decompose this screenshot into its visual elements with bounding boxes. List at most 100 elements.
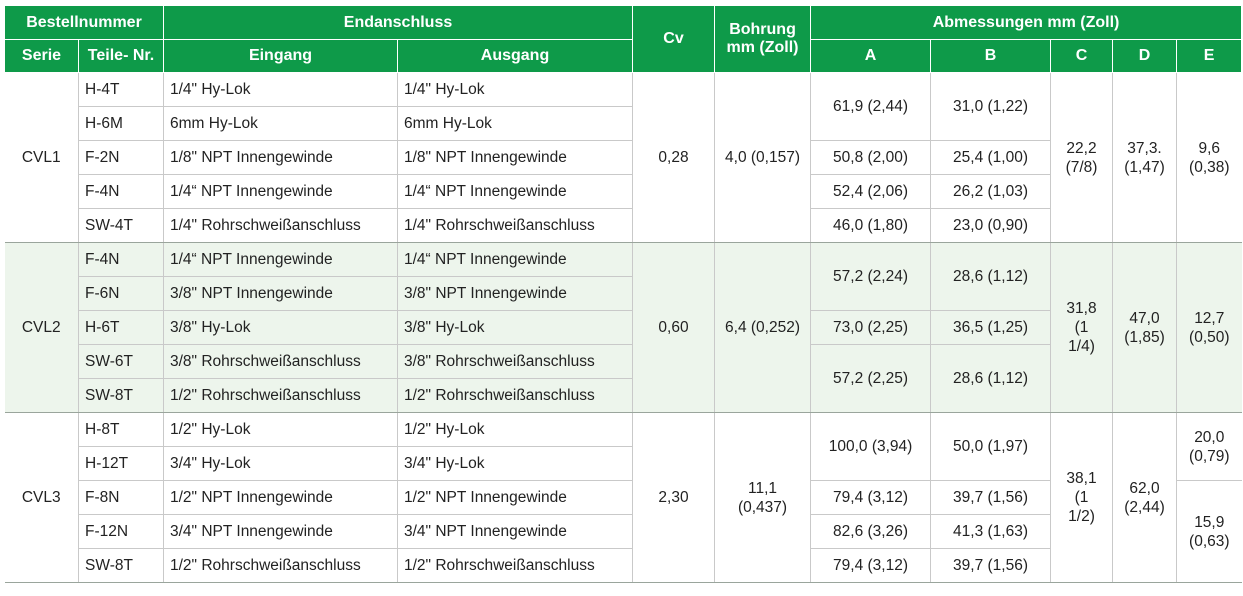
cell-a: 79,4 (3,12) (810, 548, 932, 583)
cell-eingang: 1/4" Rohrschweißanschluss (163, 208, 398, 243)
cell-ausgang: 3/4" Hy-Lok (397, 446, 634, 481)
header-eingang: Eingang (163, 39, 398, 73)
cell-ausgang: 1/4" Hy-Lok (397, 72, 634, 107)
cell-ausgang: 1/4“ NPT Innengewinde (397, 242, 634, 277)
cell-eingang: 1/2" Hy-Lok (163, 412, 398, 447)
cell-d: 62,0 (2,44) (1112, 412, 1178, 583)
table-row: SW-8T 1/2" Rohrschweißanschluss 1/2" Roh… (5, 378, 1242, 413)
table-row: SW-6T 3/8" Rohrschweißanschluss 3/8" Roh… (5, 344, 1242, 413)
cell-cv: 0,28 (632, 72, 716, 243)
cell-teil: SW-6T (78, 344, 164, 379)
cell-serie: CVL1 (4, 72, 79, 243)
cell-eingang: 6mm Hy-Lok (163, 106, 398, 141)
cell-b: 41,3 (1,63) (930, 514, 1052, 549)
cell-ausgang: 1/2" Hy-Lok (397, 412, 634, 447)
table-row: CVL3 H-8T 1/2" Hy-Lok 1/2" Hy-Lok 2,30 1… (4, 412, 1242, 583)
cell-bohrung: 11,1 (0,437) (714, 412, 812, 583)
cell-a: 50,8 (2,00) (810, 140, 932, 175)
cell-serie: CVL3 (4, 412, 79, 583)
table-row: H-6T 3/8" Hy-Lok 3/8" Hy-Lok 73,0 (2,25)… (5, 310, 1242, 345)
cell-eingang: 1/4" Hy-Lok (163, 72, 398, 107)
cell-ausgang: 1/2" Rohrschweißanschluss (397, 378, 634, 413)
cell-ausgang: 3/8" Rohrschweißanschluss (397, 344, 634, 379)
table-row: H-6M 6mm Hy-Lok 6mm Hy-Lok (5, 106, 1242, 141)
header-bohrung: Bohrung mm (Zoll) (714, 5, 812, 73)
table-row: F-4N 1/4“ NPT Innengewinde 1/4“ NPT Inne… (5, 174, 1242, 209)
header-serie: Serie (4, 39, 79, 73)
cell-teil: H-6T (78, 310, 164, 345)
header-a: A (810, 39, 932, 73)
cell-ausgang: 3/8" NPT Innengewinde (397, 276, 634, 311)
cell-teil: F-2N (78, 140, 164, 175)
cell-a: 82,6 (3,26) (810, 514, 932, 549)
cell-c: 22,2 (7/8) (1050, 72, 1114, 243)
cell-cv: 2,30 (632, 412, 716, 583)
header-d: D (1112, 39, 1178, 73)
table-row: H-12T 3/4" Hy-Lok 3/4" Hy-Lok (5, 446, 1242, 481)
cell-a: 52,4 (2,06) (810, 174, 932, 209)
cell-a: 79,4 (3,12) (810, 480, 932, 515)
cell-teil: F-12N (78, 514, 164, 549)
header-c: C (1050, 39, 1114, 73)
cell-teil: SW-8T (78, 548, 164, 583)
header-bestellnummer: Bestellnummer (4, 5, 164, 40)
cell-a: 73,0 (2,25) (810, 310, 932, 345)
cell-eingang: 3/8" Hy-Lok (163, 310, 398, 345)
cell-eingang: 3/8" Rohrschweißanschluss (163, 344, 398, 379)
cell-b: 36,5 (1,25) (930, 310, 1052, 345)
cell-c: 31,8 (1 1/4) (1050, 242, 1114, 413)
cell-ausgang: 3/4" NPT Innengewinde (397, 514, 634, 549)
table-row: CVL2 F-4N 1/4“ NPT Innengewinde 1/4“ NPT… (4, 242, 1242, 413)
cell-eingang: 3/4" NPT Innengewinde (163, 514, 398, 549)
table-row: CVL1 H-4T 1/4" Hy-Lok 1/4" Hy-Lok 0,28 4… (4, 72, 1242, 243)
cell-ausgang: 1/2" Rohrschweißanschluss (397, 548, 634, 583)
cell-b: 25,4 (1,00) (930, 140, 1052, 175)
group-cvl3: CVL3 H-8T 1/2" Hy-Lok 1/2" Hy-Lok 2,30 1… (4, 412, 1242, 583)
cell-a: 57,2 (2,25) (810, 344, 932, 413)
cell-teil: SW-8T (78, 378, 164, 413)
cell-ausgang: 1/2" NPT Innengewinde (397, 480, 634, 515)
cell-b: 31,0 (1,22) (930, 72, 1052, 141)
table-row: F-12N 3/4" NPT Innengewinde 3/4" NPT Inn… (5, 514, 1242, 549)
cell-ausgang: 1/4“ NPT Innengewinde (397, 174, 634, 209)
cell-e: 9,6 (0,38) (1176, 72, 1242, 243)
cell-e: 20,0 (0,79) (1176, 412, 1242, 481)
header-abmessungen: Abmessungen mm (Zoll) (810, 5, 1243, 40)
cell-d: 47,0 (1,85) (1112, 242, 1178, 413)
cell-b: 39,7 (1,56) (930, 480, 1052, 515)
cell-b: 23,0 (0,90) (930, 208, 1052, 243)
cell-c: 38,1 (1 1/2) (1050, 412, 1114, 583)
cell-cv: 0,60 (632, 242, 716, 413)
cell-eingang: 1/2" NPT Innengewinde (163, 480, 398, 515)
header-cv: Cv (632, 5, 716, 73)
cell-b: 26,2 (1,03) (930, 174, 1052, 209)
table-row: F-2N 1/8" NPT Innengewinde 1/8" NPT Inne… (5, 140, 1242, 175)
cell-e: 12,7 (0,50) (1176, 242, 1242, 413)
cell-teil: H-12T (78, 446, 164, 481)
cell-bohrung: 6,4 (0,252) (714, 242, 812, 413)
header-ausgang: Ausgang (396, 39, 634, 73)
cell-eingang: 1/4“ NPT Innengewinde (163, 242, 398, 277)
cell-bohrung: 4,0 (0,157) (714, 72, 812, 243)
cell-teil: F-6N (78, 276, 164, 311)
header-e: E (1176, 39, 1243, 73)
table-row: SW-8T 1/2" Rohrschweißanschluss 1/2" Roh… (5, 548, 1242, 583)
cell-a: 46,0 (1,80) (810, 208, 932, 243)
table-row: F-6N 3/8" NPT Innengewinde 3/8" NPT Inne… (5, 276, 1242, 311)
cell-teil: F-4N (78, 242, 164, 277)
cell-ausgang: 1/4" Rohrschweißanschluss (397, 208, 634, 243)
cell-a: 61,9 (2,44) (810, 72, 932, 141)
header-b: B (930, 39, 1052, 73)
cell-b: 28,6 (1,12) (930, 344, 1052, 413)
cell-b: 50,0 (1,97) (930, 412, 1052, 481)
cell-ausgang: 1/8" NPT Innengewinde (397, 140, 634, 175)
cell-teil: F-8N (78, 480, 164, 515)
cell-ausgang: 6mm Hy-Lok (397, 106, 634, 141)
cell-b: 28,6 (1,12) (930, 242, 1052, 311)
cell-teil: H-6M (78, 106, 164, 141)
cell-eingang: 1/2" Rohrschweißanschluss (163, 378, 398, 413)
cell-eingang: 3/8" NPT Innengewinde (163, 276, 398, 311)
specification-table: Bestellnummer Endanschluss Cv Bohrung mm… (4, 5, 1243, 583)
cell-teil: SW-4T (78, 208, 164, 243)
cell-teil: H-8T (78, 412, 164, 447)
